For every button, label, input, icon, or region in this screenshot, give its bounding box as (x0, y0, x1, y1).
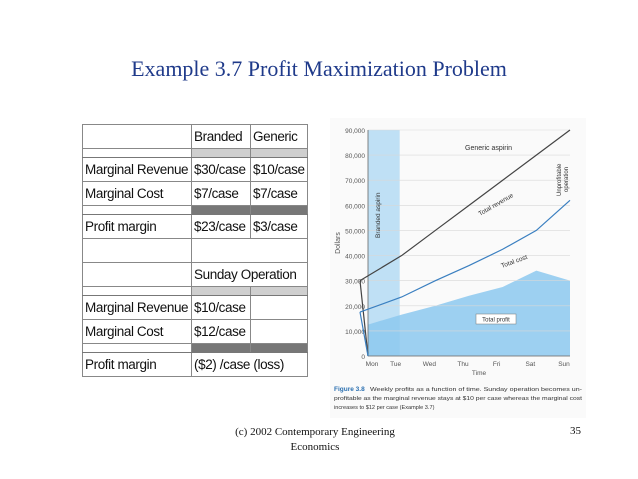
y-tick-label: 0 (361, 354, 365, 361)
page-number: 35 (570, 425, 581, 437)
revenue-start-line (359, 280, 369, 357)
header-branded: Branded (191, 124, 251, 149)
row-label: Marginal Revenue (82, 295, 192, 320)
cell-branded: $23/case (191, 214, 251, 239)
footer-copyright: (c) 2002 Contemporary Engineering Econom… (210, 425, 420, 455)
y-tick-label: 90,000 (345, 128, 365, 135)
table-header-row: Sunday Operation (82, 262, 308, 287)
row-label: Marginal Revenue (82, 157, 192, 182)
cost-line (359, 199, 571, 313)
table-row: Marginal Revenue $30/case $10/case (82, 157, 308, 182)
x-axis-label: Time (472, 370, 487, 377)
cell-branded: $30/case (191, 157, 251, 182)
y-tick-label: 60,000 (345, 203, 365, 210)
annotation-total-revenue: Total revenue (478, 192, 516, 218)
header-sunday: Sunday Operation (191, 262, 308, 287)
footer-line-1: (c) 2002 Contemporary Engineering (235, 426, 395, 438)
caption-line-1: Weekly profits as a function of time. Su… (370, 387, 582, 393)
cell-value: ($2) /case (loss) (191, 352, 308, 377)
chart-svg: 0 10,000 20,000 30,000 40,000 50,000 60,000 70,… (334, 128, 583, 411)
cost-start-line (359, 311, 369, 357)
annotation-generic-aspirin: Generic aspirin (465, 145, 512, 152)
cell-generic: $3/case (250, 214, 308, 239)
figure-chart: 0 10,000 20,000 30,000 40,000 50,000 60,000 70,… (330, 118, 586, 418)
total-profit-box (475, 313, 517, 325)
table-row: Profit margin ($2) /case (loss) (82, 352, 308, 377)
caption-line-3: increases to $12 per case (Example 3.7) (334, 405, 435, 411)
x-tick-label: Sun (558, 361, 570, 368)
profit-area (368, 270, 570, 356)
separator-row (82, 148, 308, 158)
annotation-unprofitable: Unprofitable (557, 163, 563, 196)
profit-table: Branded Generic Marginal Revenue $30/cas… (82, 124, 308, 377)
y-tick-label: 80,000 (345, 153, 365, 160)
cell-value: $10/case (191, 295, 251, 320)
table-row: Profit margin $23/case $3/case (82, 214, 308, 239)
cell-value: $12/case (191, 319, 251, 344)
cell-generic: $7/case (250, 181, 308, 206)
annotation-total-profit: Total profit (482, 318, 510, 324)
table-cell-empty (82, 262, 192, 287)
separator-row (82, 286, 308, 296)
annotation-branded-aspirin: Branded aspirin (375, 192, 382, 238)
x-tick-label: Sat (525, 361, 535, 368)
cell-generic: $10/case (250, 157, 308, 182)
x-tick-label: Thu (457, 361, 469, 368)
row-label: Marginal Cost (82, 181, 192, 206)
annotation-total-cost: Total cost (500, 254, 528, 270)
table-header-row: Branded Generic (82, 124, 308, 149)
x-tick-label: Wed (423, 361, 437, 368)
table-cell-empty (82, 124, 192, 149)
table-row: Marginal Cost $7/case $7/case (82, 181, 308, 206)
revenue-line (359, 129, 571, 282)
y-tick-label: 50,000 (345, 228, 365, 235)
cell-branded: $7/case (191, 181, 251, 206)
separator-row (82, 343, 308, 353)
y-axis-label: Dollars (335, 232, 342, 254)
table-cell-empty (250, 319, 308, 344)
table-cell-empty (250, 295, 308, 320)
header-generic: Generic (250, 124, 308, 149)
slide-title: Example 3.7 Profit Maximization Problem (131, 56, 507, 81)
footer-line-2: Economics (290, 441, 340, 453)
row-label: Profit margin (82, 352, 192, 377)
x-tick-label: Fri (493, 361, 501, 368)
table-row: Marginal Revenue $10/case (82, 295, 308, 320)
x-tick-label: Tue (390, 361, 401, 368)
y-tick-label: 70,000 (345, 178, 365, 185)
y-tick-label: 20,000 (345, 304, 365, 311)
table-row: Marginal Cost $12/case (82, 319, 308, 344)
row-label: Marginal Cost (82, 319, 192, 344)
blank-row (82, 238, 308, 263)
caption-line-2: profitable as the marginal revenue stays… (334, 396, 583, 402)
caption-label: Figure 3.8 (334, 386, 365, 393)
y-tick-label: 10,000 (345, 329, 365, 336)
row-label: Profit margin (82, 214, 192, 239)
y-tick-label: 30,000 (345, 279, 365, 286)
x-tick-label: Mon (366, 361, 379, 368)
annotation-operation: operation (564, 167, 570, 192)
y-tick-label: 40,000 (345, 254, 365, 261)
separator-row (82, 205, 308, 215)
